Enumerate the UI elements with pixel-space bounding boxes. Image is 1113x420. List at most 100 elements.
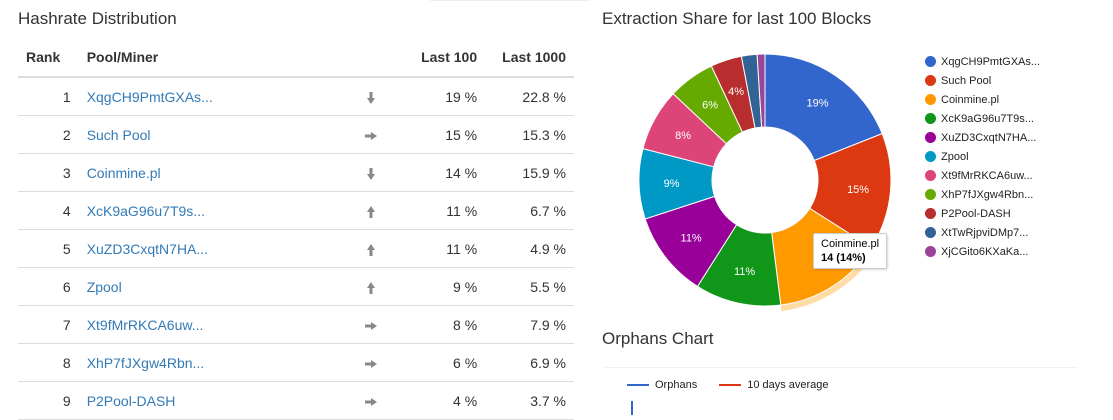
pie-slice[interactable] (756, 53, 766, 128)
trend-cell (348, 343, 394, 382)
legend-color-icon (925, 56, 936, 67)
pool-link[interactable]: XqgCH9PmtGXAs... (86, 88, 213, 105)
pie-slice-label: 9% (664, 178, 680, 190)
pool-cell: XcK9aG96u7T9s... (78, 191, 349, 230)
rank-cell: 5 (18, 229, 79, 268)
legend-item[interactable]: XqgCH9PmtGXAs... (925, 52, 1040, 71)
trend-up-icon (366, 281, 375, 294)
legend-label: XtTwRjpviDMp7... (941, 226, 1029, 239)
table-row: 7 Xt9fMrRKCA6uw... 8 % 7.9 % (18, 305, 574, 344)
legend-label: XqgCH9PmtGXAs... (941, 55, 1041, 68)
pie-legend: XqgCH9PmtGXAs... Such Pool Coinmine.pl XcK9… (925, 52, 1040, 261)
legend-label: Zpool (941, 150, 969, 163)
pool-link[interactable]: Such Pool (86, 126, 151, 143)
trend-header (348, 38, 394, 78)
trend-cell (348, 191, 394, 230)
pool-link[interactable]: XcK9aG96u7T9s... (86, 202, 205, 219)
last100-cell: 8 % (393, 305, 486, 344)
pie-slice-label: 11% (734, 266, 755, 278)
rank-cell: 2 (18, 115, 79, 154)
rank-header: Rank (18, 38, 79, 78)
extraction-pie-chart: 19% 15% 11% 11% 9% 8% 6% 4% (638, 53, 892, 311)
legend-item[interactable]: P2Pool-DASH (925, 204, 1040, 223)
table-row: 4 XcK9aG96u7T9s... 11 % 6.7 % (18, 191, 574, 230)
table-row: 1 XqgCH9PmtGXAs... 19 % 22.8 % (18, 77, 574, 116)
pie-slice-label: 6% (702, 99, 718, 111)
pie-slice-label: 11% (681, 232, 702, 244)
legend-label: XuZD3CxqtN7HA... (941, 131, 1037, 144)
last1000-cell: 4.9 % (485, 229, 574, 268)
last1000-header: Last 1000 (485, 38, 574, 78)
legend-item[interactable]: XjCGito6KXaKa... (925, 242, 1040, 261)
legend-color-icon (925, 189, 936, 200)
last100-cell: 14 % (393, 153, 486, 192)
legend-color-icon (925, 94, 936, 105)
pool-cell: XhP7fJXgw4Rbn... (78, 343, 349, 382)
pool-cell: Such Pool (78, 115, 349, 154)
header-divider (430, 0, 590, 1)
trend-down-icon (366, 167, 375, 180)
rank-cell: 1 (18, 77, 79, 116)
last100-cell: 4 % (393, 381, 486, 420)
orphans-title: Orphans Chart (602, 329, 714, 348)
trend-cell (348, 267, 394, 306)
orphans-legend: Orphans 10 days average (627, 379, 829, 391)
last1000-cell: 6.7 % (485, 191, 574, 230)
legend-label: XhP7fJXgw4Rbn... (941, 188, 1034, 201)
table-row: 9 P2Pool-DASH 4 % 3.7 % (18, 381, 574, 420)
legend-item[interactable]: Zpool (925, 147, 1040, 166)
legend-label: XcK9aG96u7T9s... (941, 112, 1034, 125)
legend-item[interactable]: Coinmine.pl (925, 90, 1040, 109)
legend-item[interactable]: XhP7fJXgw4Rbn... (925, 185, 1040, 204)
rank-cell: 8 (18, 343, 79, 382)
rank-cell: 9 (18, 381, 79, 420)
last1000-cell: 5.5 % (485, 267, 574, 306)
last100-cell: 19 % (393, 77, 486, 116)
pool-cell: Xt9fMrRKCA6uw... (78, 305, 349, 344)
pool-cell: P2Pool-DASH (78, 381, 349, 420)
pool-link[interactable]: Coinmine.pl (86, 164, 161, 181)
trend-cell (348, 77, 394, 116)
table-row: 3 Coinmine.pl 14 % 15.9 % (18, 153, 574, 192)
legend-item[interactable]: XuZD3CxqtN7HA... (925, 128, 1040, 147)
pie-slice[interactable] (764, 53, 883, 162)
table-row: 2 Such Pool 15 % 15.3 % (18, 115, 574, 154)
pool-link[interactable]: Zpool (86, 278, 122, 295)
pie-slice-label: 15% (847, 184, 869, 196)
pool-link[interactable]: Xt9fMrRKCA6uw... (86, 316, 204, 333)
last1000-cell: 15.9 % (485, 153, 574, 192)
average-legend-line (719, 384, 742, 386)
pool-link[interactable]: XhP7fJXgw4Rbn... (86, 354, 205, 371)
table-row: 6 Zpool 9 % 5.5 % (18, 267, 574, 306)
legend-item[interactable]: XtTwRjpviDMp7... (925, 223, 1040, 242)
trend-right-icon (364, 321, 377, 330)
last1000-cell: 3.7 % (485, 381, 574, 420)
last1000-cell: 22.8 % (485, 77, 574, 116)
hashrate-table: Rank Pool/Miner Last 100 Last 1000 1 XqgC… (18, 38, 574, 420)
trend-cell (348, 115, 394, 154)
average-legend-label: 10 days average (747, 379, 829, 391)
trend-right-icon (364, 397, 377, 406)
legend-item[interactable]: XcK9aG96u7T9s... (925, 109, 1040, 128)
legend-item[interactable]: Such Pool (925, 71, 1040, 90)
pool-cell: XqgCH9PmtGXAs... (78, 77, 349, 116)
rank-cell: 3 (18, 153, 79, 192)
legend-label: Coinmine.pl (941, 93, 1000, 106)
legend-color-icon (925, 246, 936, 257)
legend-color-icon (925, 75, 936, 86)
table-header-row: Rank Pool/Miner Last 100 Last 1000 (18, 38, 574, 78)
trend-up-icon (366, 243, 375, 256)
pool-link[interactable]: P2Pool-DASH (86, 392, 176, 409)
extraction-title: Extraction Share for last 100 Blocks (602, 9, 872, 28)
legend-label: Xt9fMrRKCA6uw... (941, 169, 1033, 182)
table-row: 8 XhP7fJXgw4Rbn... 6 % 6.9 % (18, 343, 574, 382)
last100-cell: 6 % (393, 343, 486, 382)
pie-slice-label: 8% (675, 130, 691, 142)
pool-link[interactable]: XuZD3CxqtN7HA... (86, 240, 209, 257)
legend-color-icon (925, 151, 936, 162)
legend-item[interactable]: Xt9fMrRKCA6uw... (925, 166, 1040, 185)
chart-tooltip: Coinmine.pl 14 (14%) (813, 233, 888, 269)
pool-cell: Coinmine.pl (78, 153, 349, 192)
rank-cell: 7 (18, 305, 79, 344)
legend-color-icon (925, 132, 936, 143)
